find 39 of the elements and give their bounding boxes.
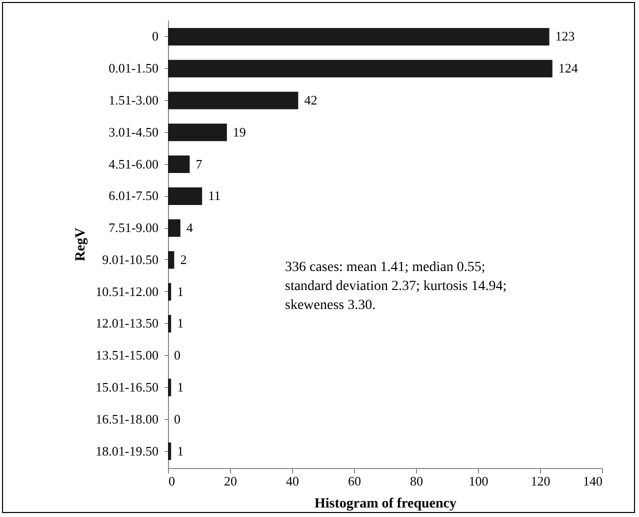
data-label: 1 bbox=[177, 443, 184, 458]
x-tick-label: 40 bbox=[286, 474, 299, 488]
data-label: 0 bbox=[174, 348, 180, 363]
y-tick-label: 16.51-18.00 bbox=[96, 411, 158, 426]
data-label: 4 bbox=[186, 220, 194, 236]
data-label: 1 bbox=[177, 316, 184, 331]
data-label: 124 bbox=[558, 60, 578, 76]
data-label: 1 bbox=[177, 379, 184, 394]
x-axis-title: Histogram of frequency bbox=[314, 496, 457, 512]
annotation: 336 cases: mean 1.41; median 0.55; standard deviation 2.37; kurtosis 14.94; skeweness 3.30. bbox=[285, 260, 507, 313]
y-axis-title: RegV bbox=[74, 228, 89, 262]
y-tick-label: 4.51-6.00 bbox=[108, 156, 158, 172]
data-label: 123 bbox=[555, 28, 575, 44]
data-label: 42 bbox=[304, 92, 318, 108]
y-tick-label: 18.01-19.50 bbox=[96, 443, 158, 458]
data-label: 2 bbox=[180, 252, 187, 267]
y-tick-label: 7.51-9.00 bbox=[108, 220, 158, 236]
y-tick-label: 13.51-15.00 bbox=[96, 348, 158, 363]
y-tick-label: 15.01-16.50 bbox=[96, 379, 158, 394]
y-tick-label: 9.01-10.50 bbox=[102, 252, 158, 267]
y-tick-label: 6.01-7.50 bbox=[108, 188, 158, 204]
data-label: 0 bbox=[174, 411, 180, 426]
x-tick-label: 20 bbox=[224, 474, 237, 488]
x-tick-label: 60 bbox=[348, 474, 361, 488]
y-tick-label: 1.51-3.00 bbox=[108, 92, 158, 108]
x-tick-label: 0 bbox=[168, 474, 175, 488]
data-label: 19 bbox=[232, 124, 246, 140]
x-tick-label: 100 bbox=[468, 474, 488, 488]
y-tick-label: 3.01-4.50 bbox=[108, 124, 158, 140]
y-tick-label: 0 bbox=[152, 28, 158, 44]
data-label: 7 bbox=[196, 156, 203, 172]
y-tick-label: 0.01-1.50 bbox=[108, 60, 158, 76]
y-tick-label: 10.51-12.00 bbox=[96, 284, 158, 299]
x-tick-label: 120 bbox=[530, 474, 550, 488]
data-label: 11 bbox=[208, 188, 221, 204]
data-label: 1 bbox=[177, 284, 184, 299]
x-tick-label: 80 bbox=[410, 474, 423, 488]
y-tick-label: 12.01-13.50 bbox=[96, 316, 158, 331]
x-tick-label: 140 bbox=[583, 474, 602, 488]
